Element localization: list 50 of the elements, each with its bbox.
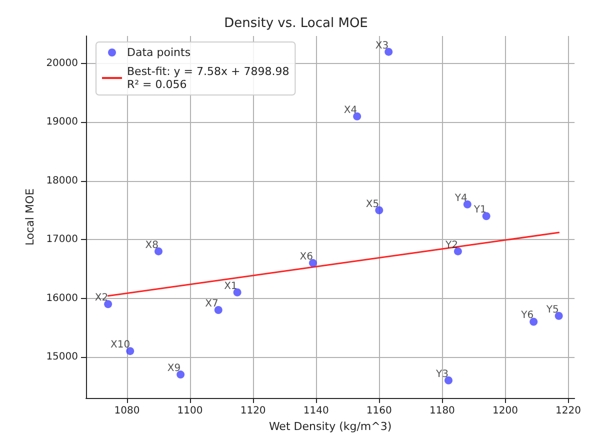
point — [384, 48, 393, 56]
point — [176, 370, 185, 379]
annotation: Y1 — [472, 204, 486, 216]
annotation: X7 — [205, 298, 218, 310]
x-tick-label: 1200 — [492, 406, 518, 416]
annotation: X2 — [94, 292, 108, 304]
point — [353, 112, 362, 120]
annotation: Y6 — [520, 310, 534, 322]
y-tick-label: 19000 — [46, 116, 78, 128]
annotation: X4 — [344, 104, 358, 116]
point — [463, 200, 472, 208]
y-tick-label: 15000 — [46, 351, 78, 362]
point — [554, 312, 563, 320]
point — [482, 212, 490, 220]
x-axis-title: Wet Density (kg/m^3) — [268, 420, 392, 433]
point — [126, 347, 134, 356]
y-tick-label: 16000 — [46, 292, 78, 304]
point — [308, 259, 317, 268]
y-tick-label: 20000 — [46, 58, 78, 70]
point — [154, 247, 162, 256]
annotation: Y5 — [545, 304, 559, 316]
annotation: X9 — [167, 363, 181, 374]
x-tick-label: 1160 — [366, 406, 392, 416]
point — [530, 318, 538, 326]
annotation: X8 — [145, 240, 158, 251]
legend-label: Data points — [127, 46, 191, 59]
point — [214, 306, 222, 314]
point — [375, 206, 384, 214]
y-tick-label: 17000 — [46, 234, 78, 246]
annotation: X10 — [110, 340, 130, 351]
annotation: X5 — [366, 198, 380, 210]
annotation: X3 — [375, 40, 389, 52]
point — [104, 300, 112, 308]
chart-title: Density vs. Local MOE — [224, 16, 368, 31]
y-axis-title: Local MOE — [23, 188, 36, 246]
point — [233, 288, 242, 296]
annotation: Y4 — [454, 192, 468, 204]
point — [444, 376, 452, 384]
annotation: X1 — [224, 280, 238, 292]
x-tick-label: 1080 — [114, 406, 140, 416]
x-tick-label: 1220 — [556, 406, 581, 416]
x-tick-label: 1180 — [429, 406, 455, 416]
point — [454, 247, 462, 256]
x-tick-label: 1140 — [303, 406, 329, 416]
legend-label: Best-fit: y = 7.58x + 7898.98 R² = 0.056 — [127, 65, 290, 91]
x-tick-label: 1120 — [240, 406, 266, 416]
annotation: X6 — [300, 252, 313, 263]
y-tick-label: 18000 — [46, 175, 78, 186]
annotation: Y3 — [435, 368, 448, 380]
x-tick-label: 1100 — [177, 406, 203, 416]
